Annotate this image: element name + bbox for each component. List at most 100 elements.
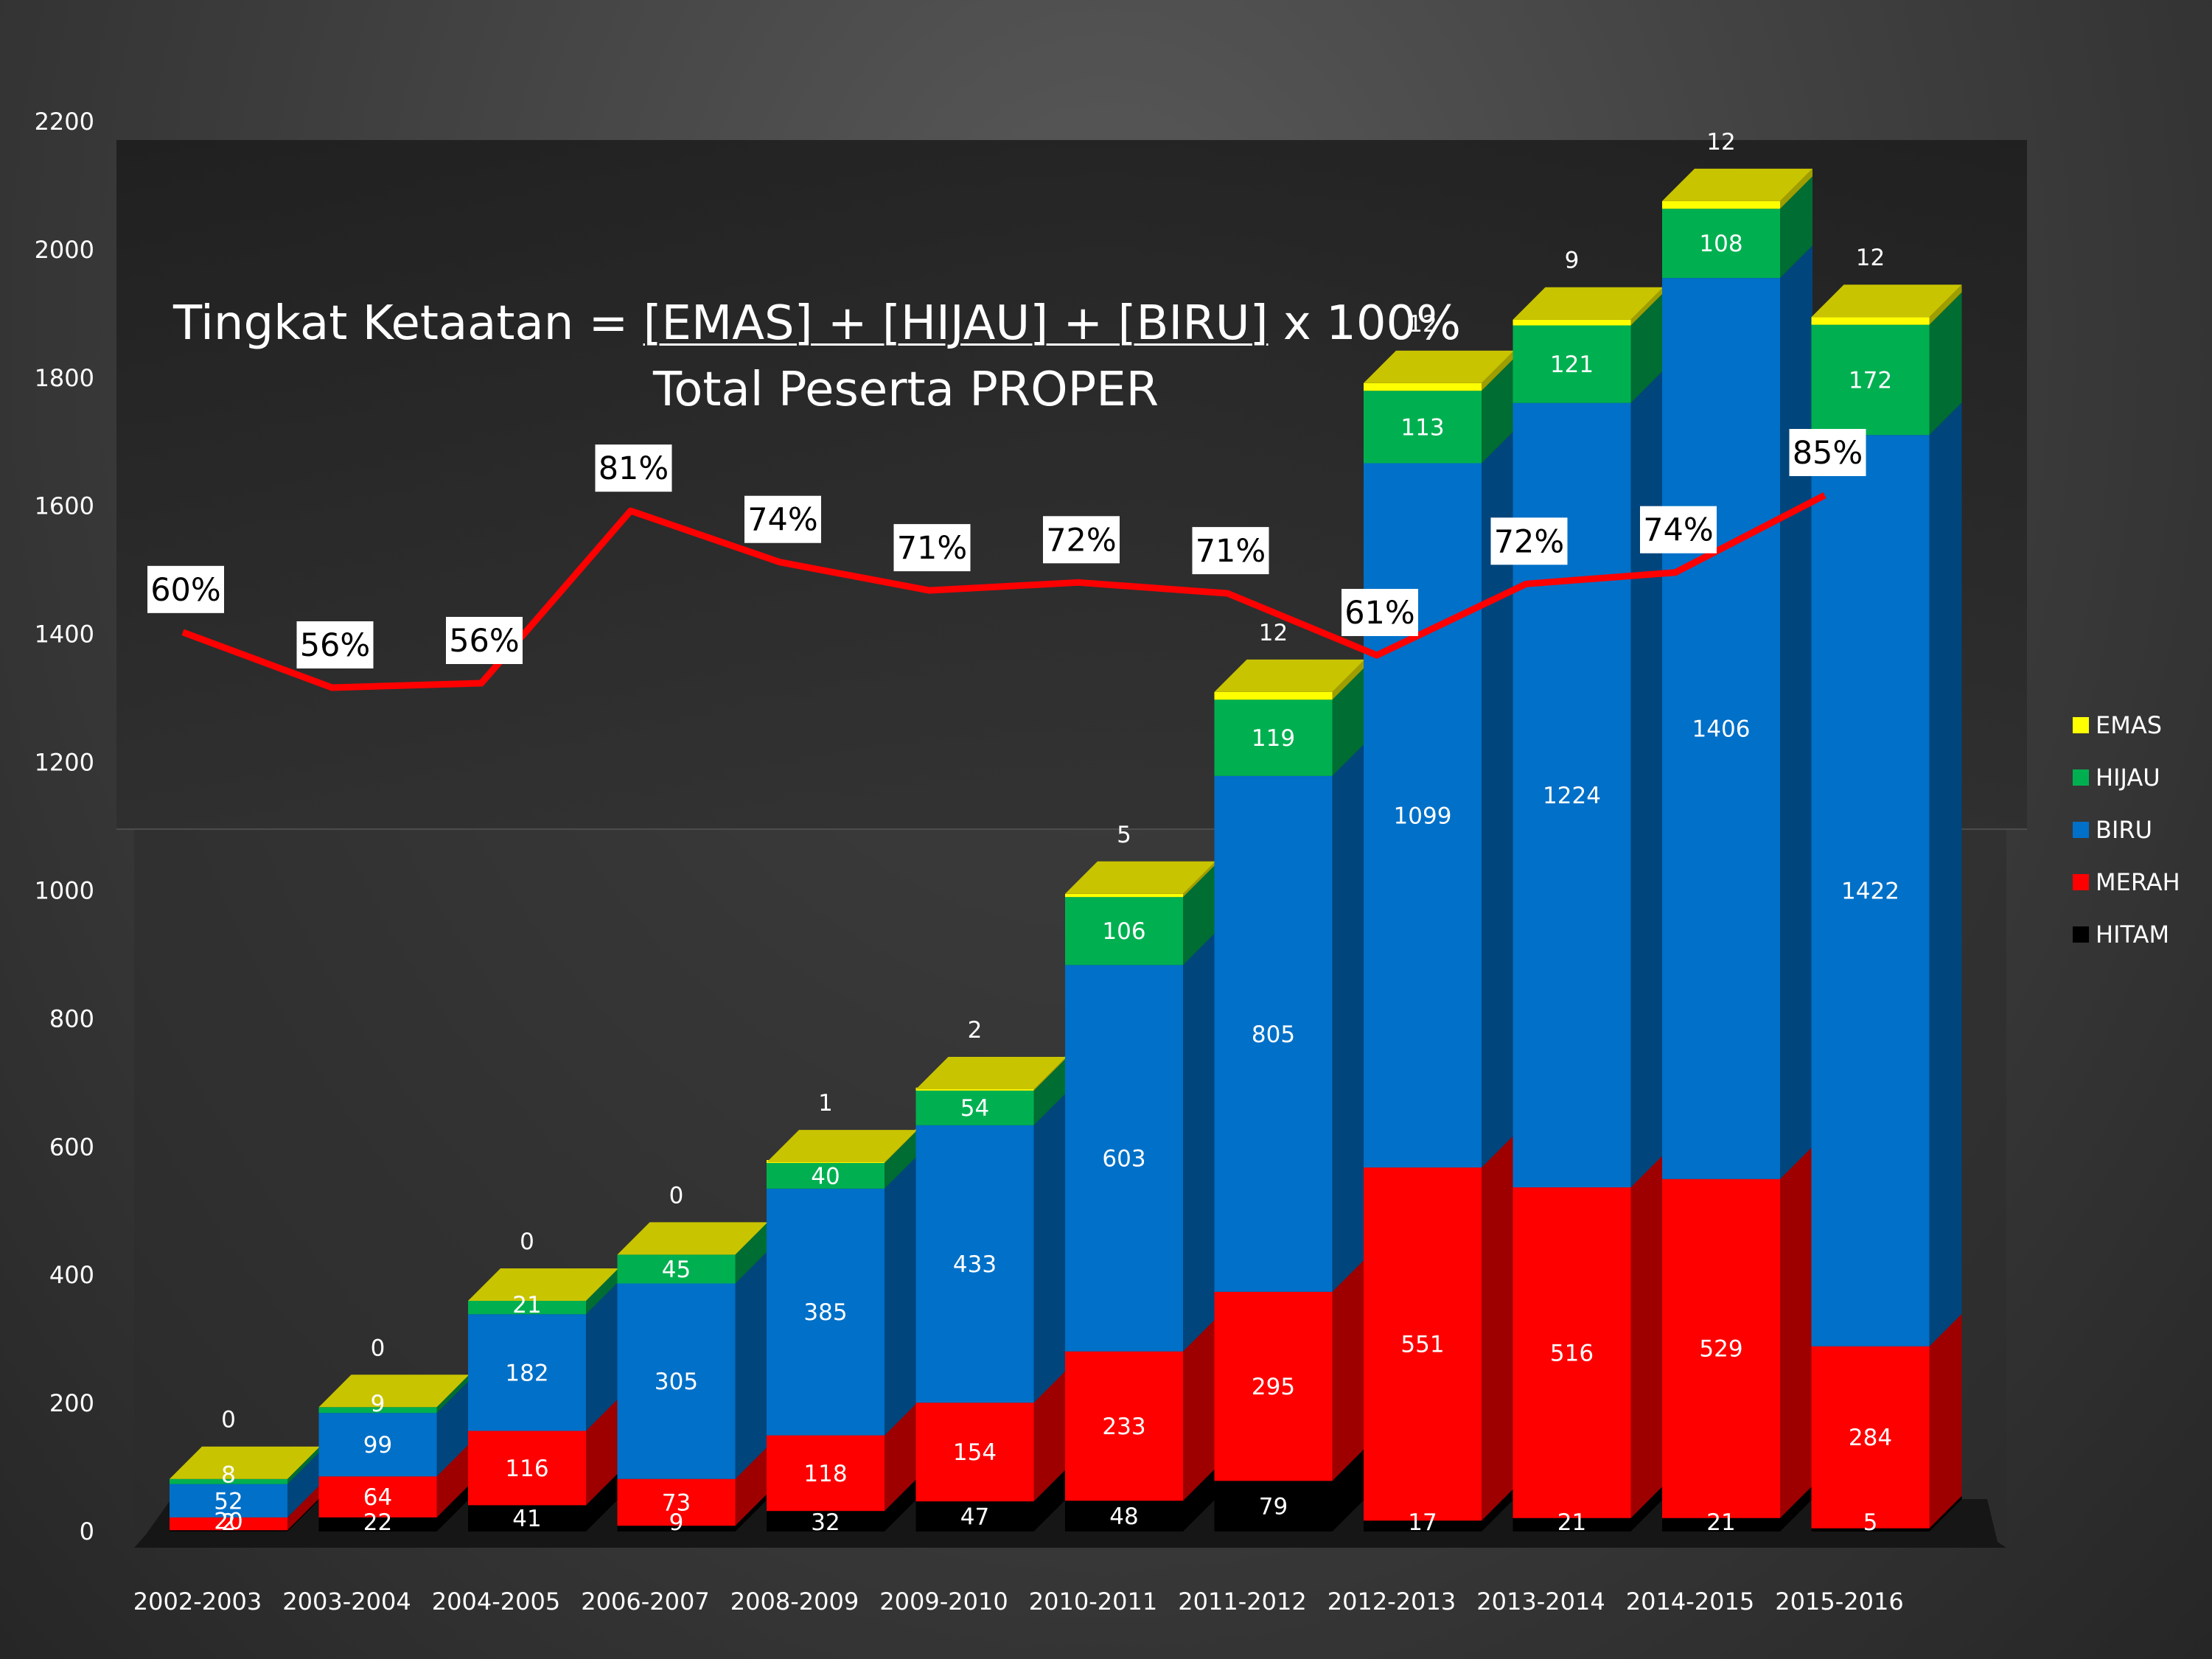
formula-line-1: Tingkat Ketaatan = [EMAS] + [HIJAU] + [B… bbox=[173, 296, 1461, 351]
compliance-label: 72% bbox=[1490, 517, 1568, 565]
value-label-merah: 64 bbox=[363, 1484, 392, 1511]
bar-segment-biru bbox=[1364, 463, 1482, 1168]
value-label-biru: 385 bbox=[803, 1299, 847, 1326]
bar-stack bbox=[1364, 350, 1514, 1531]
bar-segment-biru bbox=[617, 1283, 736, 1479]
value-label-hitam: 2 bbox=[221, 1509, 236, 1536]
compliance-line bbox=[181, 492, 1827, 691]
value-label-merah: 551 bbox=[1400, 1332, 1444, 1358]
compliance-line-path bbox=[181, 492, 1827, 691]
value-label-hitam: 32 bbox=[811, 1509, 840, 1536]
bar-segment-merah bbox=[1364, 1167, 1482, 1521]
bar-top-cap bbox=[170, 1446, 320, 1479]
bar-side-biru bbox=[1780, 245, 1812, 1179]
compliance-label: 56% bbox=[296, 621, 374, 668]
bar-segment-merah bbox=[318, 1476, 437, 1517]
compliance-label-text: 72% bbox=[1046, 522, 1117, 559]
bar-side-merah bbox=[1482, 1135, 1514, 1521]
y-tick-label: 1200 bbox=[35, 749, 94, 777]
compliance-label-text: 56% bbox=[300, 627, 371, 664]
bar-segment-hitam bbox=[617, 1526, 736, 1531]
value-label-hijau: 54 bbox=[960, 1095, 989, 1122]
bar-segment-biru bbox=[468, 1314, 586, 1431]
bar-top-cap bbox=[1662, 168, 1812, 201]
bar-segment-hitam bbox=[318, 1517, 437, 1531]
bar-segment-hitam bbox=[1364, 1520, 1482, 1531]
value-label-emas: 12 bbox=[1706, 129, 1735, 156]
bar-segment-merah bbox=[1214, 1291, 1333, 1481]
compliance-labels: 60% 56% 56% 81% 74% 71% 72% 71% 61% 72% 74% 85% bbox=[147, 429, 1866, 668]
legend-label: EMAS bbox=[2096, 711, 2162, 739]
bar-segment-hijau bbox=[1662, 209, 1780, 279]
legend-label: MERAH bbox=[2096, 868, 2180, 896]
value-label-biru: 805 bbox=[1252, 1021, 1295, 1048]
bar-side-hijau bbox=[885, 1131, 917, 1189]
formula-prefix: Tingkat Ketaatan = bbox=[173, 296, 643, 351]
value-label-emas: 1 bbox=[818, 1090, 833, 1117]
bar-side-merah bbox=[287, 1484, 320, 1531]
compliance-label-box bbox=[147, 565, 224, 613]
compliance-label-text: 56% bbox=[449, 623, 520, 660]
x-tick-label: 2002-2003 bbox=[133, 1588, 262, 1616]
x-tick-label: 2008-2009 bbox=[730, 1588, 859, 1616]
legend-label: BIRU bbox=[2096, 816, 2152, 844]
bar-segment-biru bbox=[915, 1125, 1034, 1403]
bar-segment-hijau bbox=[1214, 699, 1333, 776]
bar-stack bbox=[1065, 861, 1215, 1531]
bar-segment-emas bbox=[1214, 691, 1333, 700]
bar-segment-merah bbox=[468, 1431, 586, 1506]
bar-side-hitam bbox=[1332, 1448, 1365, 1531]
compliance-label-text: 72% bbox=[1494, 523, 1565, 560]
bar-side-biru bbox=[1033, 1092, 1067, 1403]
bar-side-merah bbox=[1033, 1370, 1067, 1502]
value-label-biru: 99 bbox=[363, 1432, 392, 1459]
compliance-label: 71% bbox=[893, 524, 971, 572]
compliance-label-box bbox=[296, 621, 374, 668]
x-tick-label: 2014-2015 bbox=[1626, 1588, 1754, 1616]
value-label-merah: 73 bbox=[662, 1489, 691, 1516]
y-tick-label: 2200 bbox=[35, 108, 94, 136]
y-tick-label: 1000 bbox=[35, 876, 94, 904]
value-label-biru: 305 bbox=[655, 1369, 698, 1395]
compliance-label-box bbox=[1192, 527, 1269, 575]
bar-side-biru bbox=[586, 1282, 618, 1431]
bar-stack bbox=[1811, 284, 1962, 1531]
bar-stack bbox=[767, 1128, 917, 1531]
legend-item-emas: EMAS bbox=[2073, 711, 2162, 739]
value-label-hitam: 41 bbox=[512, 1506, 541, 1532]
bar-side-hitam bbox=[1780, 1485, 1812, 1531]
value-label-hijau: 106 bbox=[1102, 918, 1145, 945]
value-label-hitam: 5 bbox=[1863, 1509, 1878, 1536]
bar-segment-emas bbox=[1065, 893, 1183, 898]
value-label-emas: 5 bbox=[1117, 822, 1131, 848]
bar-side-hitam bbox=[1183, 1468, 1215, 1531]
bar-side-biru bbox=[1630, 370, 1664, 1188]
bar-segment-hijau bbox=[170, 1478, 287, 1484]
bar-segment-hijau bbox=[1364, 391, 1482, 464]
value-label-biru: 603 bbox=[1102, 1145, 1145, 1172]
bar-side-biru bbox=[1482, 430, 1514, 1168]
compliance-label: 60% bbox=[147, 565, 224, 613]
y-tick-label: 200 bbox=[49, 1389, 94, 1417]
compliance-label: 72% bbox=[1043, 516, 1120, 564]
bar-side-hijau bbox=[586, 1268, 618, 1315]
legend-item-hitam: HITAM bbox=[2073, 921, 2169, 949]
value-label-biru: 1406 bbox=[1692, 716, 1751, 742]
bar-side-hijau bbox=[1482, 358, 1514, 464]
value-label-hijau: 8 bbox=[221, 1462, 236, 1489]
value-label-hijau: 172 bbox=[1849, 367, 1892, 394]
value-label-emas: 9 bbox=[1565, 248, 1580, 274]
value-label-emas: 0 bbox=[520, 1229, 534, 1255]
bar-side-hijau bbox=[1780, 176, 1812, 279]
legend-swatch bbox=[2073, 874, 2089, 890]
bar-segment-biru bbox=[318, 1413, 437, 1477]
value-label-emas: 12 bbox=[1856, 245, 1885, 271]
formula-denominator: Total Peserta PROPER bbox=[653, 363, 1159, 417]
legend-swatch bbox=[2073, 926, 2089, 943]
bar-side-merah bbox=[1780, 1146, 1812, 1518]
compliance-label-box bbox=[1640, 506, 1717, 553]
value-label-merah: 233 bbox=[1102, 1414, 1145, 1440]
value-label-merah: 118 bbox=[803, 1461, 847, 1487]
value-labels: 2205280226499904111618221097330545032118… bbox=[214, 129, 1899, 1536]
